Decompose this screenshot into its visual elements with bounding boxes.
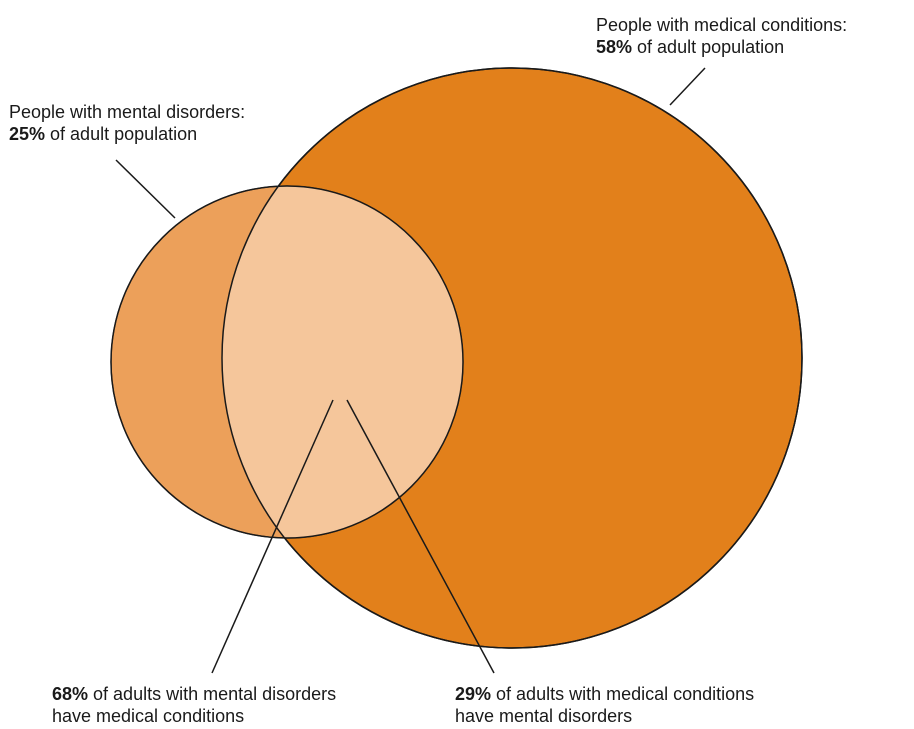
medical-percent: 58% <box>596 37 633 57</box>
mental-label-leader-line <box>115 159 176 219</box>
medical-label-leader-line <box>669 67 706 106</box>
mental-percent: 25% <box>9 124 46 144</box>
medical-label-rest: of adult population <box>632 37 785 57</box>
mental-with-medical-text1: of adults with mental disorders <box>88 684 337 704</box>
mental-label-line2: 25% of adult population <box>9 123 245 145</box>
mental-disorders-outline <box>110 185 464 539</box>
mental-with-medical-percent: 68% <box>52 684 89 704</box>
medical-with-mental-text1: of adults with medical conditions <box>491 684 755 704</box>
medical-with-mental-percent: 29% <box>455 684 492 704</box>
overlap-region <box>222 186 463 538</box>
medical-label-line2: 58% of adult population <box>596 36 847 58</box>
mental-label-rest: of adult population <box>45 124 198 144</box>
medical-with-mental-leader-line <box>346 399 495 674</box>
mental-with-medical-text2: have medical conditions <box>52 706 245 726</box>
mental-label-line1: People with mental disorders: <box>9 102 246 122</box>
mental-with-medical-leader-line <box>211 399 334 674</box>
medical-with-mental-label: 29% of adults with medical conditions ha… <box>455 683 754 727</box>
medical-conditions-label: People with medical conditions: 58% of a… <box>596 14 847 58</box>
medical-with-mental-text2: have mental disorders <box>455 706 633 726</box>
mental-with-medical-label: 68% of adults with mental disorders have… <box>52 683 336 727</box>
mental-with-medical-line1: 68% of adults with mental disorders <box>52 683 336 705</box>
medical-label-line1: People with medical conditions: <box>596 15 848 35</box>
medical-conditions-outline <box>221 67 803 649</box>
medical-with-mental-line1: 29% of adults with medical conditions <box>455 683 754 705</box>
mental-disorders-label: People with mental disorders: 25% of adu… <box>9 101 245 145</box>
